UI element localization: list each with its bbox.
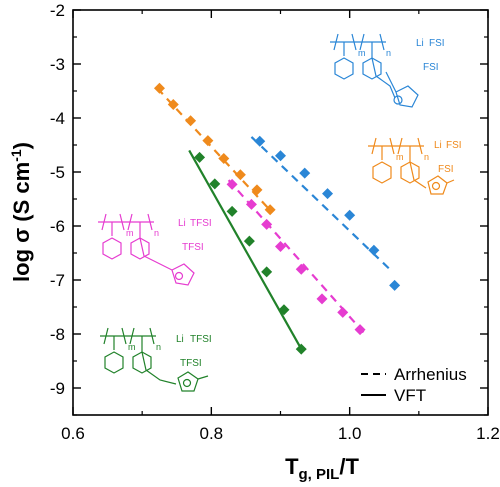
data-point-series-2 [246,199,257,210]
x-tick-label: 1.2 [476,424,500,443]
data-point-series-3 [296,344,307,355]
data-point-series-0 [322,188,333,199]
y-tick-label: -7 [50,271,65,290]
blue-li-label: Li [416,38,424,49]
structure-orange-labels: m n Li FSI FSI [396,140,462,175]
magenta-m-label: m [126,228,134,238]
orange-fsi2-label: FSI [438,164,454,175]
fit-line-series-3 [189,150,302,350]
data-point-series-0 [344,210,355,221]
green-n-label: n [156,342,161,352]
x-tick-label: 0.6 [61,424,85,443]
y-tick-label: -2 [50,1,65,20]
y-tick-label: -3 [50,55,65,74]
blue-n-label: n [386,48,391,58]
blue-fsi2-label: FSI [423,62,439,73]
x-tick-label: 0.8 [200,424,224,443]
structure-green-labels: m n Li TFSI TFSI [128,334,212,369]
y-tick-label: -9 [50,379,65,398]
data-point-series-0 [368,245,379,256]
y-tick-labels: -2 -3 -4 -5 -6 -7 -8 -9 [50,1,65,398]
data-point-series-1 [251,184,262,195]
data-point-series-1 [235,169,246,180]
legend: Arrhenius VFT [361,365,467,405]
magenta-tfsi2-label: TFSI [182,242,204,253]
y-tick-label: -4 [50,109,65,128]
data-point-series-3 [261,266,272,277]
data-point-series-0 [299,168,310,179]
legend-arrhenius-label: Arrhenius [394,365,467,384]
orange-fsi-label: FSI [446,140,462,151]
orange-n-label: n [424,152,429,162]
magenta-li-label: Li [178,218,186,229]
data-point-series-2 [317,293,328,304]
x-axis-title: Tg, PIL/T [285,454,359,483]
green-tfsi-label: TFSI [190,334,212,345]
structure-blue-labels: m n Li FSI FSI [358,38,445,73]
blue-m-label: m [358,48,366,58]
data-point-series-0 [389,280,400,291]
blue-fsi-label: FSI [429,38,445,49]
data-point-series-2 [355,324,366,335]
data-point-series-1 [202,135,213,146]
structure-magenta-labels: m n Li TFSI TFSI [126,218,212,253]
structure-blue [330,34,418,107]
data-point-series-1 [154,83,165,94]
x-tick-label: 1.0 [338,424,362,443]
y-axis-title: log σ (S cm-1) [8,142,34,282]
data-point-series-2 [337,307,348,318]
orange-m-label: m [396,152,404,162]
y-tick-label: -6 [50,217,65,236]
green-tfsi2-label: TFSI [180,358,202,369]
green-m-label: m [128,342,136,352]
data-point-series-1 [185,115,196,126]
legend-vft-label: VFT [394,386,426,405]
y-tick-label: -5 [50,163,65,182]
magenta-n-label: n [154,228,159,238]
data-point-series-3 [227,206,238,217]
data-point-series-3 [244,236,255,247]
green-li-label: Li [176,334,184,345]
orange-li-label: Li [434,140,442,151]
x-tick-labels: 0.6 0.8 1.0 1.2 [61,424,500,443]
data-point-series-2 [275,241,286,252]
data-point-series-0 [254,136,265,147]
magenta-tfsi-label: TFSI [190,218,212,229]
y-tick-label: -8 [50,325,65,344]
